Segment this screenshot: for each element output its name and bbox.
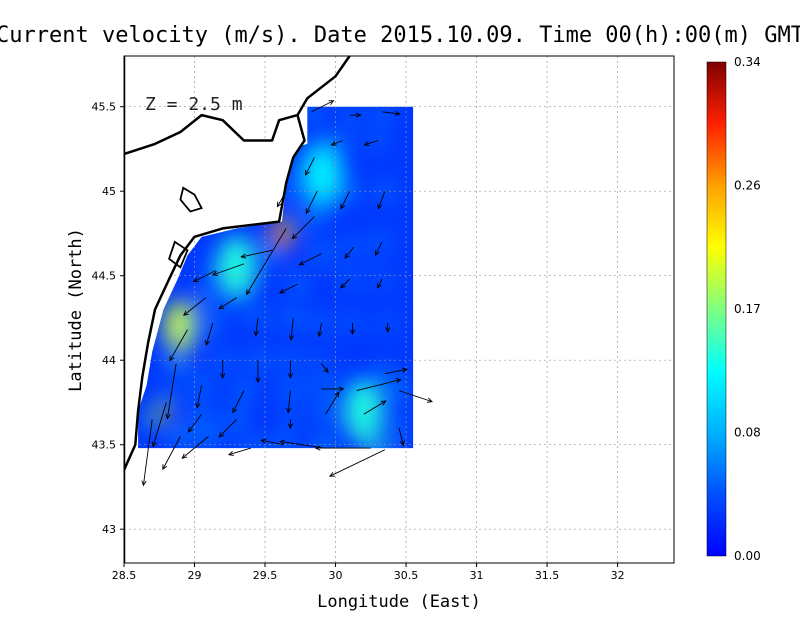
velocity-arrow [321, 363, 329, 374]
velocity-arrow [382, 110, 401, 116]
velocity-arrow [305, 157, 315, 176]
velocity-arrow [162, 436, 181, 471]
y-axis-ticks: 43 43.5 44 44.5 45 45.5 [92, 101, 124, 536]
speed-cell [312, 244, 331, 263]
velocity-arrow [377, 191, 386, 210]
velocity-arrow [398, 427, 405, 447]
velocity-arrow [218, 297, 238, 310]
velocity-arrow [287, 360, 293, 379]
velocity-arrow [192, 270, 216, 283]
velocity-arrow [305, 190, 318, 215]
chart-title: Current velocity (m/s). Date 2015.10.09.… [0, 23, 800, 48]
velocity-arrow [398, 390, 433, 403]
velocity-arrow [287, 419, 293, 430]
y-axis-label: Latitude (North) [66, 228, 86, 392]
velocity-arrow [340, 278, 350, 289]
coastline-north [296, 56, 351, 116]
velocity-arrow [377, 278, 383, 289]
velocity-arrow [187, 414, 202, 433]
velocity-arrow [278, 283, 298, 294]
plot-frame [123, 55, 675, 564]
velocity-arrow [340, 190, 351, 210]
velocity-arrow [195, 385, 203, 409]
colorbar-scale [706, 61, 727, 557]
velocity-arrow [363, 400, 387, 415]
velocity-arrow [328, 449, 386, 477]
velocity-arrow [317, 322, 323, 338]
velocity-arrow [165, 363, 177, 420]
coastline [124, 56, 351, 563]
velocity-arrow [255, 360, 261, 384]
colorbar-ticks: 0.00 0.08 0.17 0.26 0.34 [734, 55, 761, 563]
y-tick-label: 43.5 [92, 439, 117, 452]
x-axis-ticks: 28.5 29 29.5 30 30.5 31 31.5 32 [112, 563, 625, 582]
x-tick-label: 29 [188, 569, 202, 582]
x-tick-label: 29.5 [253, 569, 278, 582]
velocity-arrow [232, 390, 245, 414]
velocity-arrow [330, 140, 343, 146]
velocity-arrow [220, 360, 226, 379]
x-tick-label: 31.5 [535, 569, 560, 582]
velocity-arrow [240, 249, 273, 259]
velocity-arrow [253, 317, 259, 337]
colorbar-tick-label: 0.00 [734, 549, 761, 563]
velocity-arrow [205, 322, 214, 347]
plot-area: Z = 2.5 m [123, 55, 675, 564]
colorbar-tick-label: 0.17 [734, 302, 761, 316]
velocity-arrow [321, 386, 345, 392]
x-tick-label: 28.5 [112, 569, 137, 582]
x-tick-label: 31 [470, 569, 484, 582]
velocity-vectors [141, 100, 433, 487]
velocity-arrow [314, 445, 371, 451]
y-tick-label: 44 [102, 354, 116, 367]
velocity-arrow [181, 435, 209, 459]
y-tick-label: 44.5 [92, 270, 117, 283]
velocity-arrow [384, 367, 408, 375]
velocity-arrow [141, 419, 153, 487]
velocity-arrow [325, 391, 340, 415]
velocity-arrow [311, 100, 335, 113]
x-tick-label: 30 [329, 569, 343, 582]
velocity-arrow [385, 323, 391, 333]
y-tick-label: 43 [102, 523, 116, 536]
velocity-arrow [356, 378, 402, 392]
velocity-arrow [349, 112, 362, 118]
velocity-arrow [286, 390, 292, 414]
velocity-arrow [349, 323, 356, 336]
velocity-arrow [151, 402, 167, 448]
y-tick-label: 45 [102, 185, 116, 198]
velocity-arrow [246, 228, 287, 296]
x-tick-label: 32 [611, 569, 625, 582]
velocity-arrow [212, 263, 245, 276]
x-axis-label: Longitude (East) [317, 592, 481, 612]
lagoon-outline [179, 186, 203, 213]
coastline-land [124, 56, 306, 563]
depth-annotation: Z = 2.5 m [145, 94, 243, 115]
velocity-arrow [298, 253, 322, 266]
speed-cell [375, 440, 394, 449]
velocity-arrow [291, 216, 315, 240]
velocity-arrow [279, 439, 325, 449]
velocity-arrow [169, 329, 188, 362]
velocity-arrow [363, 140, 378, 146]
colorbar: 0.00 0.08 0.17 0.26 0.34 [706, 55, 761, 563]
colorbar-tick-label: 0.08 [734, 426, 761, 440]
velocity-arrow [276, 190, 287, 208]
x-tick-label: 30.5 [394, 569, 419, 582]
velocity-arrow [288, 317, 295, 341]
velocity-arrow [218, 419, 238, 438]
colorbar-tick-label: 0.26 [734, 179, 761, 193]
velocity-arrow [260, 438, 284, 446]
lagoon-outline [168, 240, 189, 269]
velocity-arrow [227, 447, 252, 456]
velocity-arrow [344, 246, 355, 259]
velocity-arrow [375, 241, 383, 257]
y-tick-label: 45.5 [92, 101, 117, 114]
colorbar-tick-label: 0.34 [734, 55, 761, 69]
velocity-arrow [182, 297, 207, 316]
